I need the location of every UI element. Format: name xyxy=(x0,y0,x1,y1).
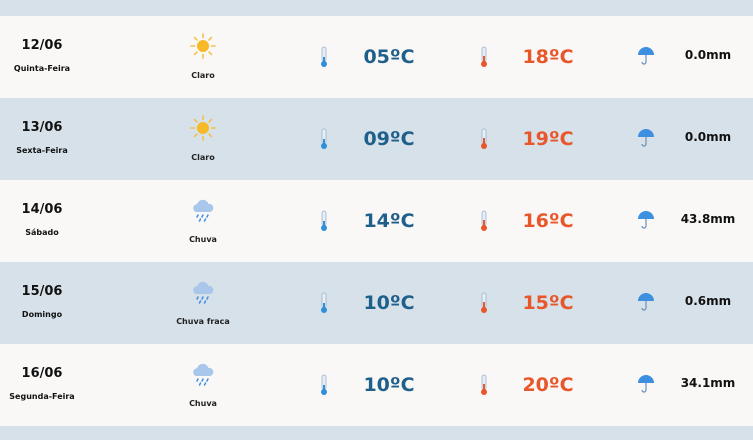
condition: Chuva xyxy=(189,235,217,244)
umbrella-icon xyxy=(637,292,655,312)
condition: Chuva fraca xyxy=(176,317,230,326)
weekday: Sábado xyxy=(25,228,59,237)
thermometer-cold-icon xyxy=(319,292,329,314)
forecast-row: 12/06 Quinta-Feira Claro 05ºC 18ºC 0.0mm xyxy=(0,16,753,98)
forecast-row: 16/06 Segunda-Feira Chuva 10ºC 20ºC 34.1… xyxy=(0,344,753,426)
min-temperature: 14ºC xyxy=(363,210,415,232)
precipitation: 0.0mm xyxy=(684,130,732,144)
date: 14/06 xyxy=(21,202,63,217)
umbrella-icon xyxy=(637,210,655,230)
thermometer-hot-icon xyxy=(479,374,489,396)
precipitation: 0.0mm xyxy=(684,48,732,62)
precipitation: 43.8mm xyxy=(680,212,736,226)
condition: Claro xyxy=(191,71,215,80)
thermometer-hot-icon xyxy=(479,292,489,314)
condition: Claro xyxy=(191,153,215,162)
weekday: Domingo xyxy=(21,310,63,319)
umbrella-icon xyxy=(637,374,655,394)
max-temperature: 15ºC xyxy=(522,292,574,314)
sun-icon xyxy=(189,114,217,142)
precipitation: 34.1mm xyxy=(680,376,736,390)
precipitation: 0.6mm xyxy=(684,294,732,308)
weekday: Sexta-Feira xyxy=(16,146,68,155)
condition: Chuva xyxy=(189,399,217,408)
thermometer-cold-icon xyxy=(319,210,329,232)
sun-icon xyxy=(189,32,217,60)
date: 16/06 xyxy=(21,366,63,381)
forecast-list: 12/06 Quinta-Feira Claro 05ºC 18ºC 0.0mm… xyxy=(0,16,753,426)
date: 15/06 xyxy=(21,284,63,299)
thermometer-hot-icon xyxy=(479,210,489,232)
rain-cloud-icon xyxy=(189,360,217,388)
thermometer-cold-icon xyxy=(319,128,329,150)
min-temperature: 09ºC xyxy=(363,128,415,150)
date: 13/06 xyxy=(21,120,63,135)
forecast-row: 13/06 Sexta-Feira Claro 09ºC 19ºC 0.0mm xyxy=(0,98,753,180)
forecast-row: 14/06 Sábado Chuva 14ºC 16ºC 43.8mm xyxy=(0,180,753,262)
date: 12/06 xyxy=(21,38,63,53)
max-temperature: 19ºC xyxy=(522,128,574,150)
thermometer-hot-icon xyxy=(479,128,489,150)
rain-cloud-icon xyxy=(189,196,217,224)
forecast-row: 15/06 Domingo Chuva fraca 10ºC 15ºC 0.6m… xyxy=(0,262,753,344)
max-temperature: 20ºC xyxy=(522,374,574,396)
umbrella-icon xyxy=(637,128,655,148)
umbrella-icon xyxy=(637,46,655,66)
thermometer-hot-icon xyxy=(479,46,489,68)
max-temperature: 18ºC xyxy=(522,46,574,68)
min-temperature: 05ºC xyxy=(363,46,415,68)
min-temperature: 10ºC xyxy=(363,374,415,396)
thermometer-cold-icon xyxy=(319,374,329,396)
weekday: Quinta-Feira xyxy=(13,64,71,73)
weekday: Segunda-Feira xyxy=(9,392,75,401)
rain-cloud-icon xyxy=(189,278,217,306)
thermometer-cold-icon xyxy=(319,46,329,68)
min-temperature: 10ºC xyxy=(363,292,415,314)
max-temperature: 16ºC xyxy=(522,210,574,232)
